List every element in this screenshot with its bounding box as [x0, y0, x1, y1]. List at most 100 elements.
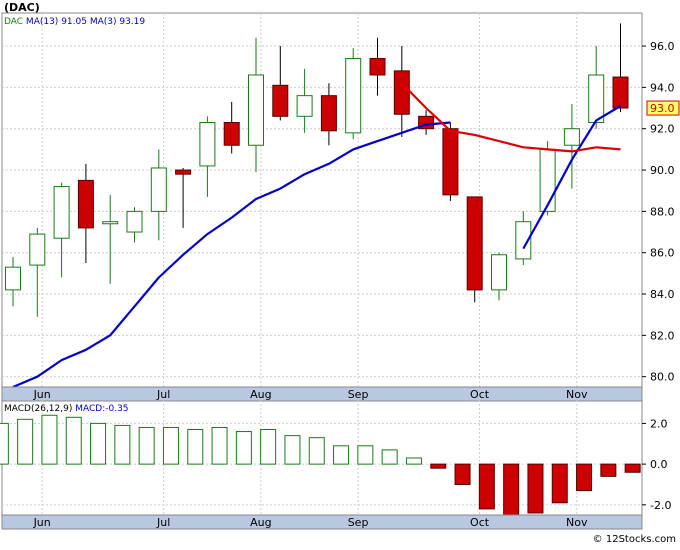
macd-bar-positive: [138, 426, 155, 465]
candle-body-up: [491, 254, 507, 291]
candle-body-down: [320, 95, 337, 132]
macd-ytick-label: 0.0: [650, 458, 668, 471]
macd-x-axis-band: Jun Jul Aug Sep Oct Nov: [1, 514, 643, 530]
price-ytick-label: 80.0: [650, 371, 675, 384]
price-ytick-label: 92.0: [650, 123, 675, 136]
macd-month-label: Oct: [470, 516, 490, 529]
candle: [491, 252, 507, 301]
price-ytick-label: 88.0: [650, 205, 675, 218]
macd-month-label: Jul: [156, 516, 170, 529]
candle-body-down: [466, 196, 483, 291]
candle: [515, 211, 532, 266]
macd-bar-positive: [90, 422, 107, 465]
candle: [272, 46, 289, 121]
macd-ytick-label: -2.0: [650, 499, 671, 512]
moving-average-lines: [12, 82, 622, 389]
candle-body-up: [53, 186, 70, 239]
candle-body-up: [5, 266, 21, 291]
legend-value: 93.19: [119, 17, 145, 27]
price-month-label: Sep: [348, 388, 369, 401]
candle-body-up: [102, 221, 119, 225]
macd-bar-positive: [41, 414, 58, 465]
macd-bar-negative: [551, 463, 568, 504]
macd-bar-negative: [576, 463, 593, 492]
macd-bar-negative: [430, 463, 447, 469]
candle-body-down: [442, 128, 459, 196]
price-month-label: Jul: [156, 388, 170, 401]
price-legend: DAC MA(13) 91.05 MA(3) 93.19: [4, 17, 145, 27]
macd-bar-negative: [624, 463, 641, 473]
macd-bar-positive: [211, 426, 228, 465]
macd-ytick-label: 2.0: [650, 417, 668, 430]
candle: [77, 163, 94, 264]
macd-bar-negative: [454, 463, 471, 485]
candle-body-down: [393, 70, 410, 115]
candle: [563, 103, 580, 189]
macd-bar-negative: [478, 463, 495, 510]
candle-body-up: [150, 167, 167, 212]
macd-bar-negative: [600, 463, 617, 477]
candle: [150, 149, 167, 241]
price-ytick-label: 86.0: [650, 247, 675, 260]
candle-body-down: [175, 169, 192, 175]
macd-bar-positive: [405, 457, 422, 465]
macd-bar-positive: [162, 426, 179, 465]
macd-bar-negative: [527, 463, 544, 514]
candle-body-down: [369, 57, 386, 76]
macd-month-label: Nov: [566, 516, 588, 529]
credit-text: © 12Stocks.com: [593, 534, 676, 545]
candle-body-up: [248, 74, 264, 146]
legends: (DAC) © 12Stocks.com DAC MA(13) 91.05 MA…: [4, 1, 676, 545]
candle: [199, 116, 216, 197]
macd-axis-band: [1, 514, 643, 530]
candle: [175, 167, 192, 228]
candle: [588, 46, 605, 129]
price-axis-band: [1, 386, 643, 402]
legend-label: MA(13): [23, 17, 61, 27]
macd-bar-positive: [333, 445, 350, 465]
candle: [320, 83, 337, 146]
macd-bar-positive: [308, 437, 325, 465]
last-price-label: 93.0: [650, 102, 675, 115]
candle: [393, 46, 410, 137]
candle: [466, 196, 483, 303]
candle-body-down: [612, 76, 629, 109]
macd-legend: MACD(26,12,9) MACD:-0.35: [4, 404, 129, 414]
ma3-line: [401, 82, 621, 153]
candle-body-up: [515, 221, 532, 260]
price-month-label: Oct: [470, 388, 490, 401]
macd-bar-positive: [260, 429, 277, 465]
candle-body-up: [29, 233, 46, 266]
macd-bar-positive: [235, 431, 252, 465]
candle-body-up: [296, 95, 313, 117]
price-ytick-label: 84.0: [650, 288, 675, 301]
candle: [248, 37, 264, 173]
price-month-label: Jun: [33, 388, 51, 401]
price-ytick-label: 96.0: [650, 40, 675, 53]
price-ytick-label: 82.0: [650, 329, 675, 342]
macd-bar-positive: [17, 418, 34, 465]
chart-title: (DAC): [4, 1, 40, 14]
macd-legend-label: MACD(26,12,9): [4, 404, 75, 414]
macd-bar-positive: [0, 422, 9, 465]
price-ytick-label: 90.0: [650, 164, 675, 177]
ma13-line: [12, 105, 622, 389]
candle: [29, 227, 46, 317]
macd-bars: [0, 414, 641, 518]
macd-y-axis: 2.0 0.0 -2.0: [642, 417, 671, 512]
price-ytick-label: 94.0: [650, 81, 675, 94]
price-month-label: Nov: [566, 388, 588, 401]
macd-month-label: Aug: [250, 516, 271, 529]
price-y-axis: 80.0 82.0 84.0 86.0 88.0 90.0 92.0 94.0 96.0 93.0: [642, 40, 680, 384]
candle-body-down: [77, 179, 94, 229]
macd-bar-positive: [187, 429, 204, 465]
candle-body-up: [563, 128, 580, 146]
candle-body-down: [223, 122, 240, 146]
candle: [223, 101, 240, 154]
macd-month-label: Jun: [33, 516, 51, 529]
candle: [612, 23, 629, 113]
candle: [53, 182, 70, 278]
macd-month-label: Sep: [348, 516, 369, 529]
